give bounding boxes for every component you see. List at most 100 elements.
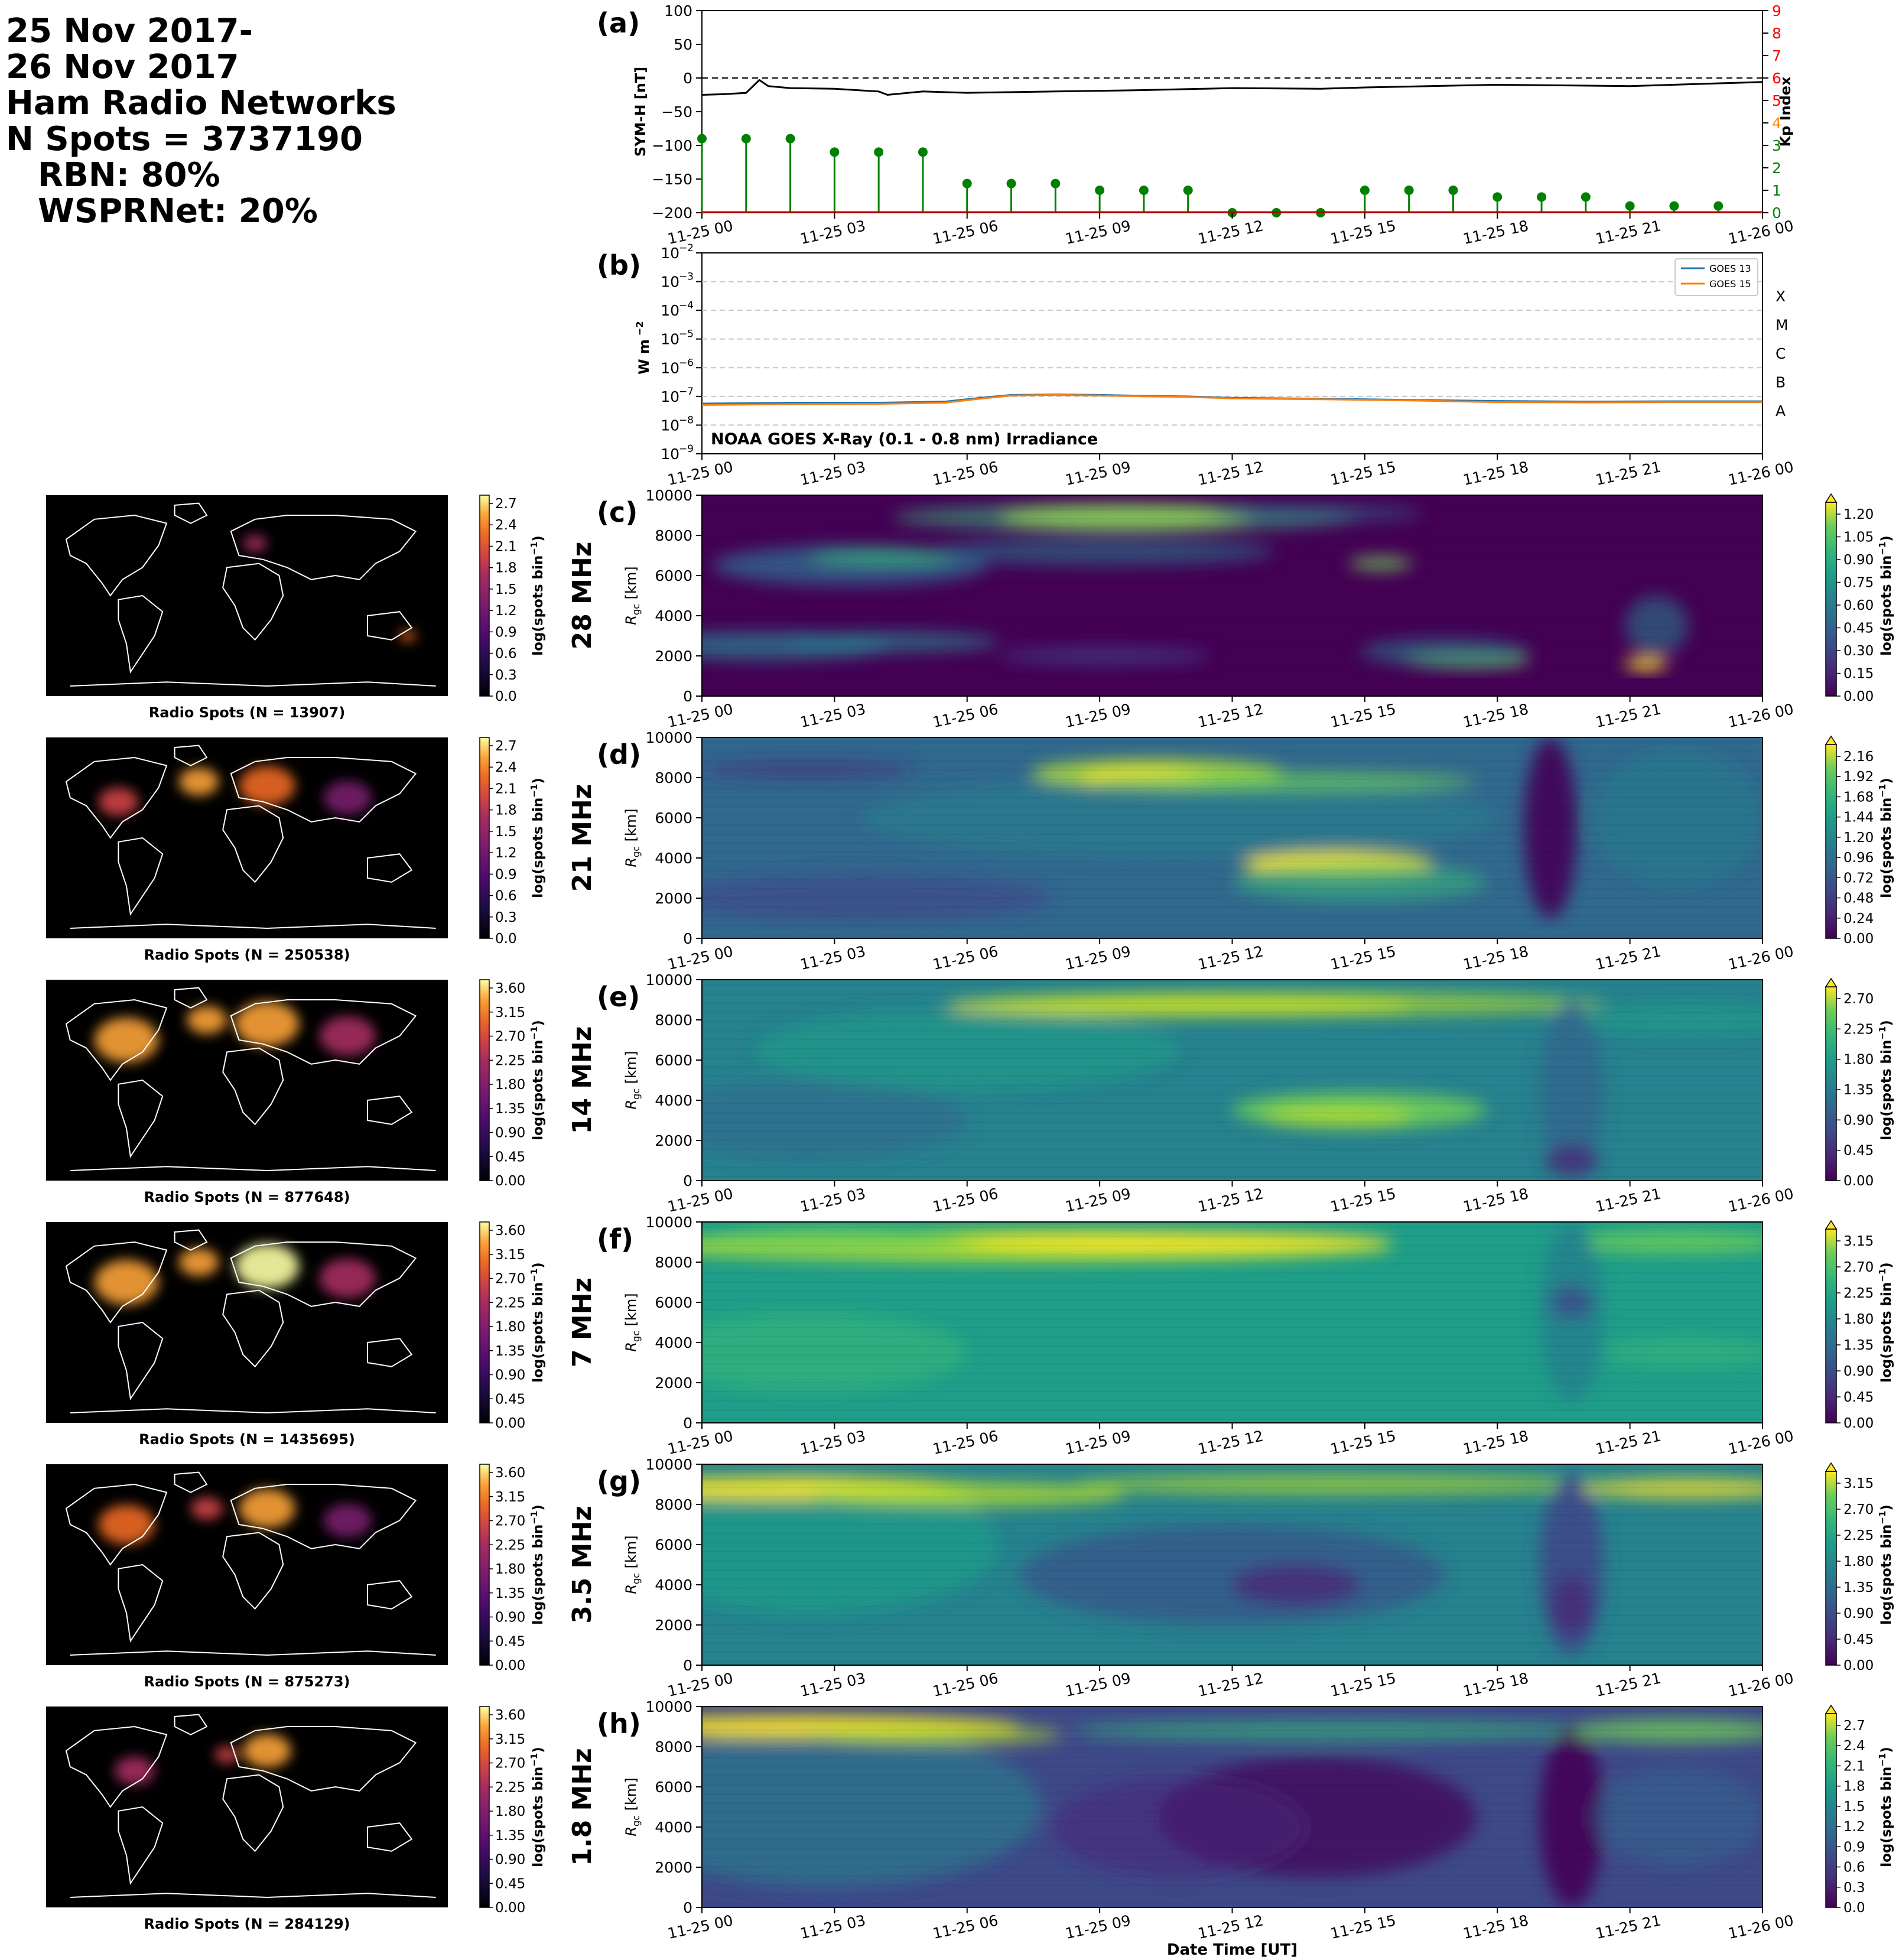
panel-g-map-spot: [98, 1504, 155, 1545]
panel-e-heatmap-cells: [702, 992, 1763, 1181]
panel-a-xtick-label: 11-25 15: [1329, 217, 1397, 248]
panel-g-heatmap-band: [702, 1496, 1763, 1498]
panel-g-colorbar-tick-label: 0.90: [1843, 1606, 1874, 1621]
panel-e-heatmap-band: [702, 1139, 1763, 1141]
panel-g-xtick-group: 11-25 21: [1594, 1669, 1663, 1700]
panel-h-xtick-group: 11-25 09: [1064, 1912, 1132, 1942]
panel-b-ytick-label: 10: [661, 359, 679, 376]
panel-h-heatmap-band: [702, 1775, 1763, 1777]
panel-h-map-coastline: [70, 1893, 436, 1899]
panel-f-heatmap-band: [702, 1318, 1763, 1319]
panel-b-xtick-group: 11-25 03: [799, 458, 867, 489]
panel-b-ytick-exp: −9: [679, 443, 694, 455]
panel-a-symh-line: [701, 79, 1763, 96]
panel-g-xtick-label: 11-25 21: [1594, 1669, 1663, 1700]
panel-d-xtick-label: 11-26 00: [1726, 942, 1795, 973]
panel-a-kp-marker: [785, 134, 795, 144]
panel-f-map-colorbar-tick-label: 1.35: [495, 1344, 525, 1359]
panel-b-legend-goes13: GOES 13: [1709, 263, 1751, 274]
panel-g-xtick-group: 11-25 03: [799, 1669, 867, 1700]
panel-e-heatmap-band: [702, 1167, 1763, 1169]
panel-c-xtick-label: 11-25 06: [931, 700, 1000, 731]
panel-d-ytick-label: 0: [683, 930, 692, 947]
panel-a-xtick-group: 11-25 09: [1064, 217, 1132, 248]
panel-e-heatmap-cell: [1582, 1003, 1763, 1036]
panel-g-map-caption: Radio Spots (N = 875273): [144, 1673, 350, 1690]
panel-b-xtick-label: 11-26 00: [1726, 458, 1795, 489]
panel-e-map-coastline: [118, 1079, 164, 1158]
panel-e-colorbar-label: log(spots bin−1): [1877, 1020, 1894, 1140]
panel-g-ytick-label: 8000: [655, 1496, 692, 1513]
panel-b-label: (b): [597, 249, 641, 281]
panel-a-kp-marker: [1581, 192, 1591, 202]
panel-d-band-label: 21 MHz: [567, 784, 597, 892]
panel-c-map-spot: [243, 535, 267, 552]
panel-d-map-colorbar-label-group: log(spots bin−1): [529, 778, 546, 898]
panel-e-heatmap: [702, 980, 1763, 1181]
panel-g-map-coastline: [118, 1564, 164, 1643]
x-axis-label: Date Time [UT]: [1167, 1941, 1298, 1959]
panel-b-flare-class: A: [1776, 402, 1786, 420]
panel-e-map-coastline: [367, 1096, 413, 1125]
panel-c-heatmap-band: [702, 646, 1763, 648]
panel-e-band-label: 14 MHz: [567, 1026, 597, 1135]
panel-h-map-colorbar-tick-label: 1.35: [495, 1828, 525, 1844]
panel-e-xtick-label: 11-25 18: [1461, 1185, 1530, 1215]
panel-c-heatmap-band: [702, 554, 1763, 556]
panel-g-map-coastline: [222, 1532, 284, 1610]
panel-a-xtick-group: 11-25 21: [1594, 217, 1663, 248]
panel-f-ytick-label: 0: [683, 1415, 692, 1432]
panel-f-colorbar-tick-label: 0.90: [1843, 1364, 1874, 1379]
panel-d-heatmap-band: [702, 888, 1763, 890]
panel-e-heatmap-cell: [702, 1080, 967, 1161]
panel-h-heatmap-band: [702, 1802, 1763, 1804]
panel-d-colorbar-tick-label: 0.48: [1843, 891, 1874, 906]
panel-b-flare-class: B: [1776, 374, 1786, 391]
panel-h-heatmap-cell: [1052, 1777, 1307, 1877]
panel-c-heatmap-band: [702, 628, 1763, 629]
panel-e-xtick-group: 11-25 15: [1329, 1185, 1397, 1215]
panel-c-map-spot: [399, 630, 416, 642]
panel-g-ytick-label: 2000: [655, 1617, 692, 1634]
panel-g-heatmap-band: [702, 1533, 1763, 1535]
panel-c-map-colorbar-tick-label: 0.0: [495, 689, 517, 704]
panel-h-heatmap-band: [702, 1784, 1763, 1786]
panel-c-colorbar-tick-label: 1.05: [1843, 530, 1874, 545]
panel-e-heatmap-band: [702, 1039, 1763, 1041]
panel-h-band-label: 1.8 MHz: [567, 1748, 597, 1865]
panel-c-colorbar-tick-label: 0.30: [1843, 643, 1874, 659]
panel-g-colorbar-label-group: log(spots bin−1): [1877, 1504, 1894, 1625]
panel-c-map-colorbar-label-group: log(spots bin−1): [529, 535, 546, 656]
panel-h-ytick-label: 10000: [645, 1698, 692, 1715]
panel-d-heatmap-band: [702, 870, 1763, 872]
panel-c-band-label: 28 MHz: [567, 542, 597, 650]
panel-h-ytick-label: 8000: [655, 1738, 692, 1756]
panel-h-ylabel: Rgc [km]: [623, 1777, 642, 1836]
panel-d-heatmap-band: [702, 760, 1763, 762]
panel-h-map-coastline: [174, 1714, 208, 1735]
panel-b-xtick-group: 11-25 18: [1461, 458, 1530, 489]
panel-d-xtick-group: 11-25 03: [799, 942, 867, 973]
panel-c-heatmap-band: [702, 527, 1763, 529]
panel-d-map-colorbar-tick-label: 0.9: [495, 867, 517, 882]
panel-g-heatmap-band: [702, 1578, 1763, 1580]
panel-c-colorbar: [1825, 502, 1837, 697]
panel-e-xtick-group: 11-25 12: [1196, 1185, 1265, 1215]
panel-c-map-colorbar-tick-label: 1.8: [495, 561, 517, 576]
panel-g-heatmap-band: [702, 1569, 1763, 1571]
panel-e-ytick-label: 10000: [645, 971, 692, 989]
panel-g-heatmap-band: [702, 1505, 1763, 1507]
panel-a-kp-tick-label: 7: [1772, 47, 1781, 64]
panel-d-map-colorbar-label: log(spots bin−1): [529, 778, 546, 898]
panel-c-ytick-label: 2000: [655, 648, 692, 665]
panel-d-colorbar-tick-label: 2.16: [1843, 749, 1874, 765]
panel-d-colorbar-extend: [1825, 735, 1838, 745]
panel-f-ytick-label: 4000: [655, 1334, 692, 1351]
panel-d-colorbar-tick-label: 0.96: [1843, 850, 1874, 866]
panel-b-legend-goes15: GOES 15: [1709, 278, 1751, 290]
panel-c-xtick-group: 11-25 18: [1461, 700, 1530, 731]
panel-d-heatmap-band: [702, 824, 1763, 826]
panel-e-colorbar-tick-label: 2.25: [1843, 1022, 1874, 1037]
panel-c-colorbar-tick-label: 0.00: [1843, 689, 1874, 704]
